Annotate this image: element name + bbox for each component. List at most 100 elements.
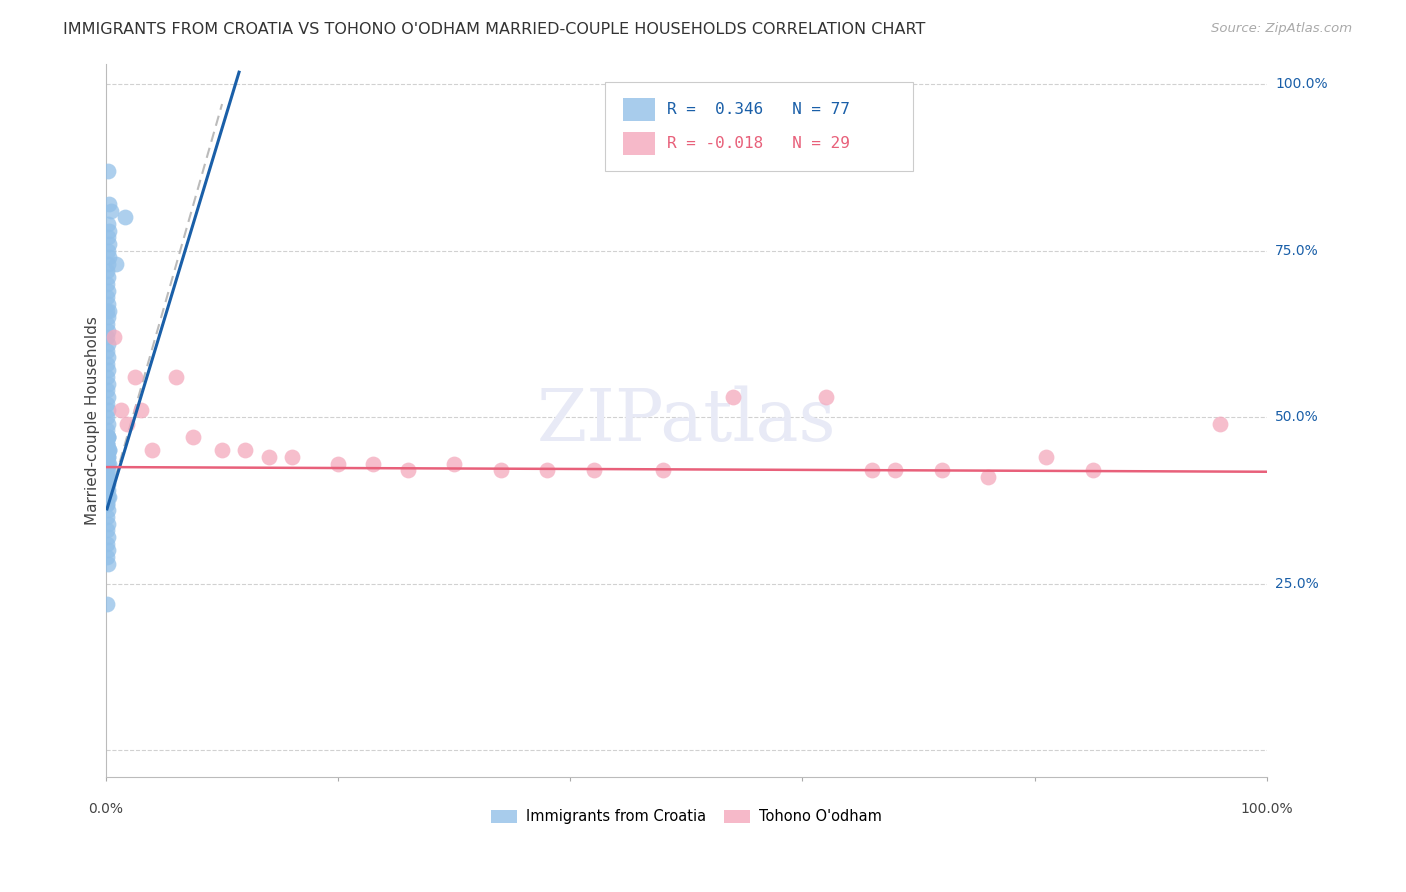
Point — [115, 417, 138, 431]
Point — [96, 317, 118, 331]
Point — [96, 549, 118, 564]
Point — [97, 483, 120, 498]
Point — [98, 236, 121, 251]
Point — [97, 310, 120, 325]
Point — [1081, 463, 1104, 477]
Point — [96, 476, 118, 491]
Point — [97, 470, 120, 484]
Point — [233, 443, 256, 458]
Text: R = -0.018   N = 29: R = -0.018 N = 29 — [666, 136, 849, 151]
Point — [97, 430, 120, 444]
Text: IMMIGRANTS FROM CROATIA VS TOHONO O'ODHAM MARRIED-COUPLE HOUSEHOLDS CORRELATION : IMMIGRANTS FROM CROATIA VS TOHONO O'ODHA… — [63, 22, 925, 37]
Point — [96, 437, 118, 451]
Point — [96, 410, 118, 425]
FancyBboxPatch shape — [623, 132, 655, 154]
Point — [96, 450, 118, 464]
Point — [97, 350, 120, 364]
Point — [97, 443, 120, 458]
Point — [97, 490, 120, 504]
Point — [98, 443, 121, 458]
Point — [98, 197, 121, 211]
Point — [97, 284, 120, 298]
Point — [96, 457, 118, 471]
Point — [96, 343, 118, 358]
Point — [110, 403, 132, 417]
Point — [96, 537, 118, 551]
Point — [97, 376, 120, 391]
Point — [97, 417, 120, 431]
Point — [97, 450, 120, 464]
Point — [97, 257, 120, 271]
Point — [96, 437, 118, 451]
Point — [97, 457, 120, 471]
Legend: Immigrants from Croatia, Tohono O'odham: Immigrants from Croatia, Tohono O'odham — [485, 804, 887, 830]
Point — [97, 470, 120, 484]
FancyBboxPatch shape — [623, 98, 655, 121]
Point — [96, 470, 118, 484]
Point — [884, 463, 907, 477]
Point — [1209, 417, 1232, 431]
Point — [97, 244, 120, 258]
Point — [328, 457, 350, 471]
Point — [97, 324, 120, 338]
Point — [96, 476, 118, 491]
Point — [97, 403, 120, 417]
Point — [96, 330, 118, 344]
Point — [98, 457, 121, 471]
Text: Source: ZipAtlas.com: Source: ZipAtlas.com — [1212, 22, 1353, 36]
Point — [97, 557, 120, 571]
Point — [96, 277, 118, 291]
Point — [582, 463, 605, 477]
Point — [97, 363, 120, 377]
Point — [97, 503, 120, 517]
Point — [97, 543, 120, 558]
Point — [96, 384, 118, 398]
Text: 100.0%: 100.0% — [1240, 802, 1294, 816]
Point — [100, 203, 122, 218]
Point — [652, 463, 675, 477]
Text: 0.0%: 0.0% — [89, 802, 124, 816]
Point — [97, 390, 120, 404]
Point — [98, 224, 121, 238]
Point — [489, 463, 512, 477]
Point — [97, 163, 120, 178]
Text: R =  0.346   N = 77: R = 0.346 N = 77 — [666, 103, 849, 117]
Point — [96, 397, 118, 411]
FancyBboxPatch shape — [605, 82, 912, 171]
Point — [97, 463, 120, 477]
Point — [536, 463, 558, 477]
Text: 75.0%: 75.0% — [1275, 244, 1319, 258]
Point — [257, 450, 280, 464]
Point — [141, 443, 163, 458]
Point — [114, 211, 136, 225]
Point — [96, 290, 118, 304]
Point — [96, 263, 118, 277]
Text: 100.0%: 100.0% — [1275, 77, 1327, 91]
Point — [129, 403, 152, 417]
Point — [97, 430, 120, 444]
Point — [103, 330, 125, 344]
Y-axis label: Married-couple Households: Married-couple Households — [86, 316, 100, 524]
Point — [96, 437, 118, 451]
Point — [97, 476, 120, 491]
Point — [97, 516, 120, 531]
Text: ZIPatlas: ZIPatlas — [537, 385, 837, 456]
Point — [97, 217, 120, 231]
Point — [443, 457, 465, 471]
Point — [280, 450, 302, 464]
Point — [96, 497, 118, 511]
Point — [814, 390, 837, 404]
Point — [931, 463, 953, 477]
Point — [1035, 450, 1057, 464]
Point — [396, 463, 419, 477]
Point — [96, 483, 118, 498]
Point — [860, 463, 883, 477]
Point — [98, 490, 121, 504]
Point — [96, 597, 118, 611]
Point — [97, 270, 120, 285]
Point — [96, 370, 118, 384]
Point — [96, 524, 118, 538]
Point — [96, 463, 118, 477]
Point — [96, 424, 118, 438]
Text: 25.0%: 25.0% — [1275, 576, 1319, 591]
